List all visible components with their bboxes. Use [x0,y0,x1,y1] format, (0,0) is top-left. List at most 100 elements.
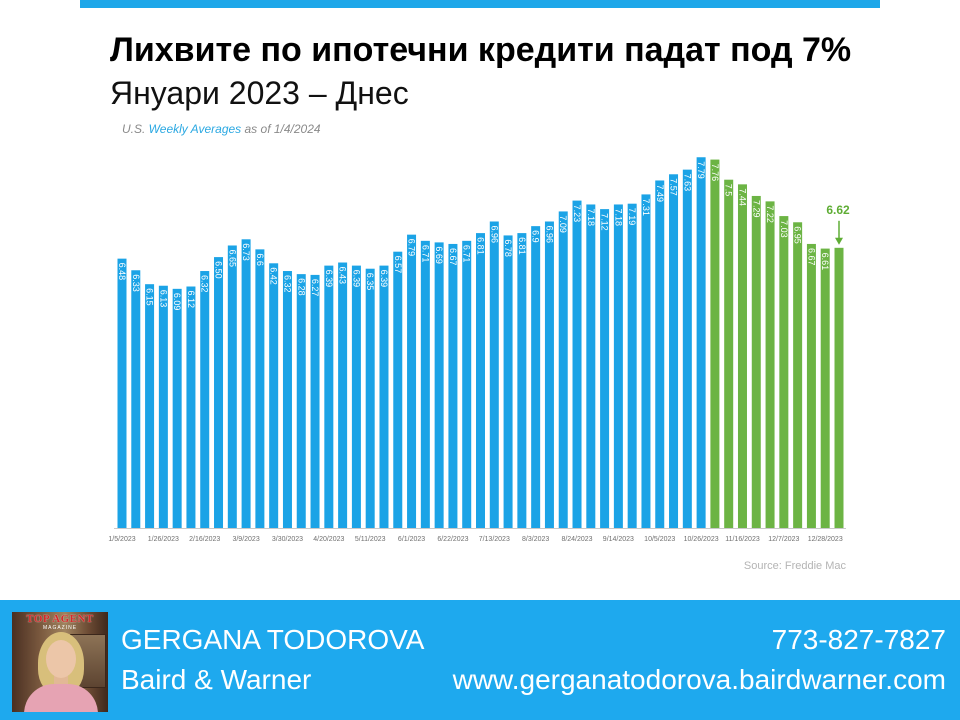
slide-title: Лихвите по ипотечни кредити падат под 7% [110,31,852,69]
bar-value-label: 6.39 [324,270,334,288]
bar [227,245,237,529]
bar [172,288,182,528]
x-tick-label: 11/16/2023 [725,536,760,543]
bar-value-label: 6.71 [420,245,430,263]
x-tick-label: 3/9/2023 [232,536,259,543]
x-tick-label: 3/30/2023 [272,536,303,543]
bar-value-label: 6.96 [489,225,499,243]
bar-value-label: 7.03 [779,220,789,238]
x-tick-label: 1/26/2023 [148,536,179,543]
bar [351,265,361,528]
x-tick-label: 2/16/2023 [189,536,220,543]
bar-value-label: 6.39 [351,270,361,288]
bar [407,234,417,529]
bar-value-label: 6.69 [434,246,444,264]
bar [462,240,472,528]
bar-value-label: 7.31 [641,198,651,216]
bar-value-label: 6.50 [214,261,224,279]
bar-value-label: 7.5 [724,184,734,197]
bar-value-label: 7.29 [751,200,761,218]
bar [627,203,637,528]
footer-band: TOP AGENT MAGAZINE GERGANA TODOROVA Bair… [0,600,960,720]
bar [448,243,458,528]
bar [682,169,692,528]
bar [241,239,251,528]
x-tick-label: 9/14/2023 [603,536,634,543]
bar [503,235,513,529]
bar [393,251,403,528]
bar [765,201,775,528]
bar [544,221,554,528]
bar [117,258,127,528]
bar [145,284,155,528]
bar [434,242,444,529]
bar-value-label: 6.27 [310,279,320,297]
bar [779,216,789,528]
bar-value-label: 6.13 [158,290,168,308]
bar [737,184,747,528]
agent-website: www.gerganatodorova.bairdwarner.com [452,664,946,695]
bar [531,226,541,528]
photo-face [46,640,76,678]
bar-value-label: 6.6 [255,253,265,266]
top-accent-bar [80,0,880,8]
bar [641,194,651,528]
bar-value-label: 6.33 [131,274,141,292]
bar-value-label: 6.42 [269,267,279,285]
bar-value-label: 6.15 [145,288,155,306]
bar [310,274,320,528]
bar-value-label: 6.73 [241,243,251,261]
bar [751,195,761,529]
bar [600,209,610,528]
agent-photo: TOP AGENT MAGAZINE [12,612,108,712]
bar-value-label: 7.18 [613,208,623,226]
bar [655,180,665,528]
agent-phone: 773-827-7827 [771,624,946,655]
bar-chart: 6.48 6.33 6.15 6.13 6.09 6.12 6.32 6.506.65 6.73… [108,157,850,543]
bar [724,179,734,528]
x-tick-label: 8/24/2023 [561,536,592,543]
bar [834,247,844,528]
bar [710,159,720,529]
bar-value-label: 6.12 [186,291,196,309]
bar-value-label: 7.44 [737,188,747,206]
bar-value-label: 6.9 [531,230,541,243]
bar [296,274,306,528]
bar-value-label: 6.67 [448,248,458,266]
bar-value-label: 6.57 [393,256,403,274]
bar-value-label: 7.49 [655,184,665,202]
agent-name: GERGANA TODOROVA [121,624,425,655]
bar-value-label: 7.18 [586,208,596,226]
bar-value-label: 7.12 [600,213,610,231]
bar [365,268,375,528]
bar-value-label: 6.61 [820,253,830,271]
chart-note: U.S. Weekly Averages as of 1/4/2024 [122,123,321,135]
bar [131,270,141,528]
bar-value-label: 6.43 [338,267,348,285]
bar-value-label: 6.81 [476,237,486,255]
bar-value-label: 6.48 [117,263,127,281]
bar [338,262,348,528]
bar [558,211,568,528]
bar [572,200,582,528]
bar [186,286,196,528]
logo-line-1: TOP AGENT [26,613,94,625]
x-tick-label: 6/1/2023 [398,536,425,543]
note-highlight: Weekly Averages [148,122,242,136]
x-tick-label: 12/28/2023 [808,536,843,543]
bar-value-label: 6.32 [282,275,292,293]
x-tick-label: 10/5/2023 [644,536,675,543]
x-tick-label: 12/7/2023 [768,536,799,543]
bar-value-label: 7.63 [682,174,692,192]
bar-value-label: 6.28 [296,278,306,296]
bar-value-label: 7.76 [710,164,720,182]
x-tick-label: 8/3/2023 [522,536,549,543]
bar-value-label: 6.39 [379,270,389,288]
bar [214,257,224,528]
bar [613,204,623,528]
bar-value-label: 6.71 [462,245,472,263]
bar [586,204,596,528]
x-tick-label: 1/5/2023 [108,536,135,543]
bar-value-label: 7.57 [669,178,679,196]
